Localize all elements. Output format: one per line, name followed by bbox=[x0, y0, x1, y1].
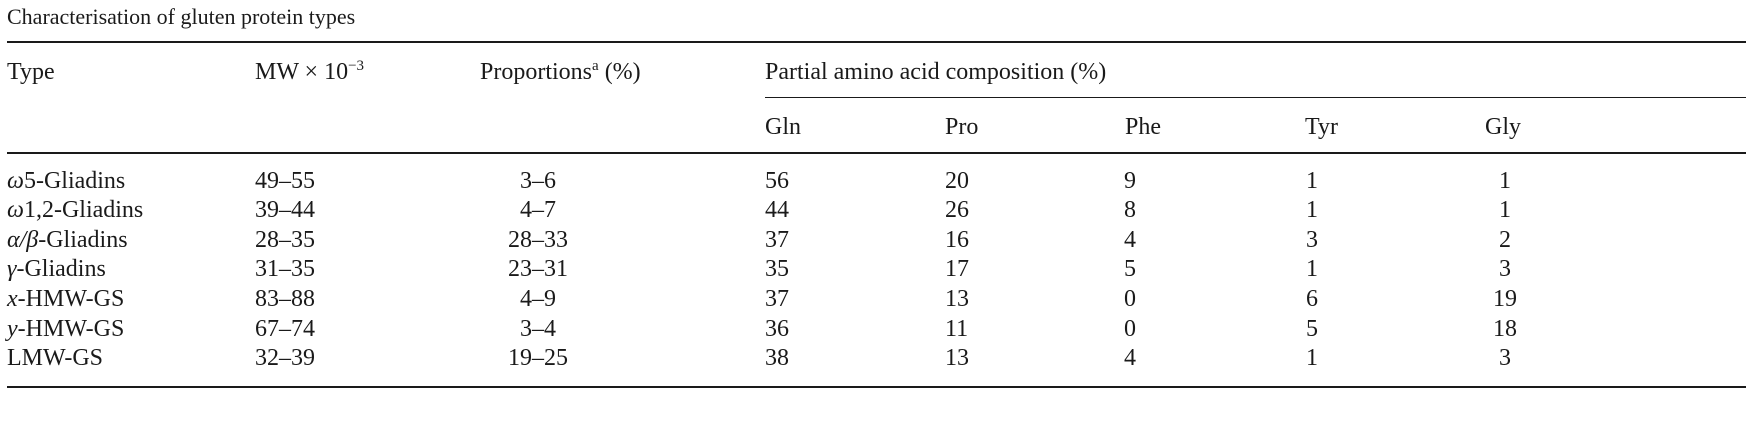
header-mw: MW × 10−3 bbox=[255, 57, 364, 87]
cell-proportions: 3–4 bbox=[520, 316, 556, 342]
cell-phe: 0 bbox=[1124, 316, 1136, 342]
cell-gln: 37 bbox=[765, 227, 789, 253]
cell-gln: 38 bbox=[765, 345, 789, 371]
cell-type-name: 5-Gliadins bbox=[23, 168, 126, 194]
cell-type: γ-Gliadins bbox=[7, 254, 106, 284]
cell-type-name: -HMW-GS bbox=[17, 316, 125, 342]
cell-gln: 35 bbox=[765, 256, 789, 282]
header-tyr: Tyr bbox=[1305, 114, 1338, 140]
cell-gln: 44 bbox=[765, 197, 789, 223]
cell-type-name: -Gliadins bbox=[16, 256, 106, 282]
cell-gly: 3 bbox=[1499, 345, 1511, 371]
cell-pro: 20 bbox=[945, 168, 969, 194]
cell-tyr: 1 bbox=[1306, 168, 1318, 194]
cell-type-name: 1,2-Gliadins bbox=[23, 197, 144, 223]
cell-tyr: 1 bbox=[1306, 256, 1318, 282]
cell-phe: 4 bbox=[1124, 227, 1136, 253]
cell-type-greek: x bbox=[7, 286, 18, 312]
cell-type: ω5-Gliadins bbox=[7, 166, 125, 196]
cell-tyr: 3 bbox=[1306, 227, 1318, 253]
header-bottom-rule bbox=[7, 152, 1746, 154]
cell-gln: 56 bbox=[765, 168, 789, 194]
header-type: Type bbox=[7, 59, 55, 85]
cell-type: ω1,2-Gliadins bbox=[7, 195, 143, 225]
bottom-rule bbox=[7, 386, 1746, 388]
cell-phe: 8 bbox=[1124, 197, 1136, 223]
cell-gln: 36 bbox=[765, 316, 789, 342]
cell-proportions: 28–33 bbox=[508, 227, 568, 253]
cell-pro: 13 bbox=[945, 286, 969, 312]
cell-type: α/β-Gliadins bbox=[7, 225, 128, 255]
cell-gly: 1 bbox=[1499, 197, 1511, 223]
cell-mw: 28–35 bbox=[255, 227, 315, 253]
cell-gly: 3 bbox=[1499, 256, 1511, 282]
cell-type-greek: y bbox=[7, 316, 18, 342]
header-amino-acid-group: Partial amino acid composition (%) bbox=[765, 59, 1107, 85]
cell-type: LMW-GS bbox=[7, 343, 103, 373]
cell-proportions: 4–7 bbox=[520, 197, 556, 223]
header-proportions-unit: (%) bbox=[598, 59, 641, 85]
cell-type-greek: ω bbox=[7, 197, 24, 223]
header-gly: Gly bbox=[1485, 114, 1521, 140]
cell-pro: 26 bbox=[945, 197, 969, 223]
cell-type-name: -Gliadins bbox=[38, 227, 128, 253]
cell-type-name: LMW-GS bbox=[7, 345, 103, 371]
cell-tyr: 6 bbox=[1306, 286, 1318, 312]
cell-gly: 18 bbox=[1493, 316, 1517, 342]
header-mw-prefix: MW × 10 bbox=[255, 59, 349, 85]
top-rule bbox=[7, 41, 1746, 43]
cell-phe: 5 bbox=[1124, 256, 1136, 282]
cell-gly: 19 bbox=[1493, 286, 1517, 312]
cell-proportions: 3–6 bbox=[520, 168, 556, 194]
cell-pro: 11 bbox=[945, 316, 969, 342]
cell-type-greek: ω bbox=[7, 168, 24, 194]
cell-tyr: 5 bbox=[1306, 316, 1318, 342]
cell-proportions: 19–25 bbox=[508, 345, 568, 371]
cell-type-greek: α/β bbox=[7, 227, 39, 253]
cell-gly: 1 bbox=[1499, 168, 1511, 194]
cell-gly: 2 bbox=[1499, 227, 1511, 253]
header-phe: Phe bbox=[1125, 114, 1161, 140]
cell-pro: 17 bbox=[945, 256, 969, 282]
cell-mw: 49–55 bbox=[255, 168, 315, 194]
header-pro: Pro bbox=[945, 114, 979, 140]
cell-phe: 0 bbox=[1124, 286, 1136, 312]
cell-tyr: 1 bbox=[1306, 345, 1318, 371]
cell-mw: 39–44 bbox=[255, 197, 315, 223]
group-rule bbox=[765, 97, 1746, 98]
header-proportions-label: Proportions bbox=[480, 59, 593, 85]
cell-pro: 16 bbox=[945, 227, 969, 253]
cell-gln: 37 bbox=[765, 286, 789, 312]
footnote-marker: a bbox=[592, 58, 599, 74]
cell-pro: 13 bbox=[945, 345, 969, 371]
header-gln: Gln bbox=[765, 114, 801, 140]
header-proportions: Proportionsa (%) bbox=[480, 57, 641, 87]
cell-phe: 9 bbox=[1124, 168, 1136, 194]
cell-mw: 83–88 bbox=[255, 286, 315, 312]
cell-proportions: 4–9 bbox=[520, 286, 556, 312]
cell-phe: 4 bbox=[1124, 345, 1136, 371]
cell-tyr: 1 bbox=[1306, 197, 1318, 223]
cell-mw: 67–74 bbox=[255, 316, 315, 342]
header-mw-exponent: −3 bbox=[348, 58, 365, 74]
cell-type-greek: γ bbox=[7, 256, 17, 282]
cell-type: x-HMW-GS bbox=[7, 284, 124, 314]
cell-proportions: 23–31 bbox=[508, 256, 568, 282]
table-caption: Characterisation of gluten protein types bbox=[7, 4, 356, 29]
cell-mw: 32–39 bbox=[255, 345, 315, 371]
cell-mw: 31–35 bbox=[255, 256, 315, 282]
cell-type: y-HMW-GS bbox=[7, 314, 124, 344]
cell-type-name: -HMW-GS bbox=[17, 286, 125, 312]
